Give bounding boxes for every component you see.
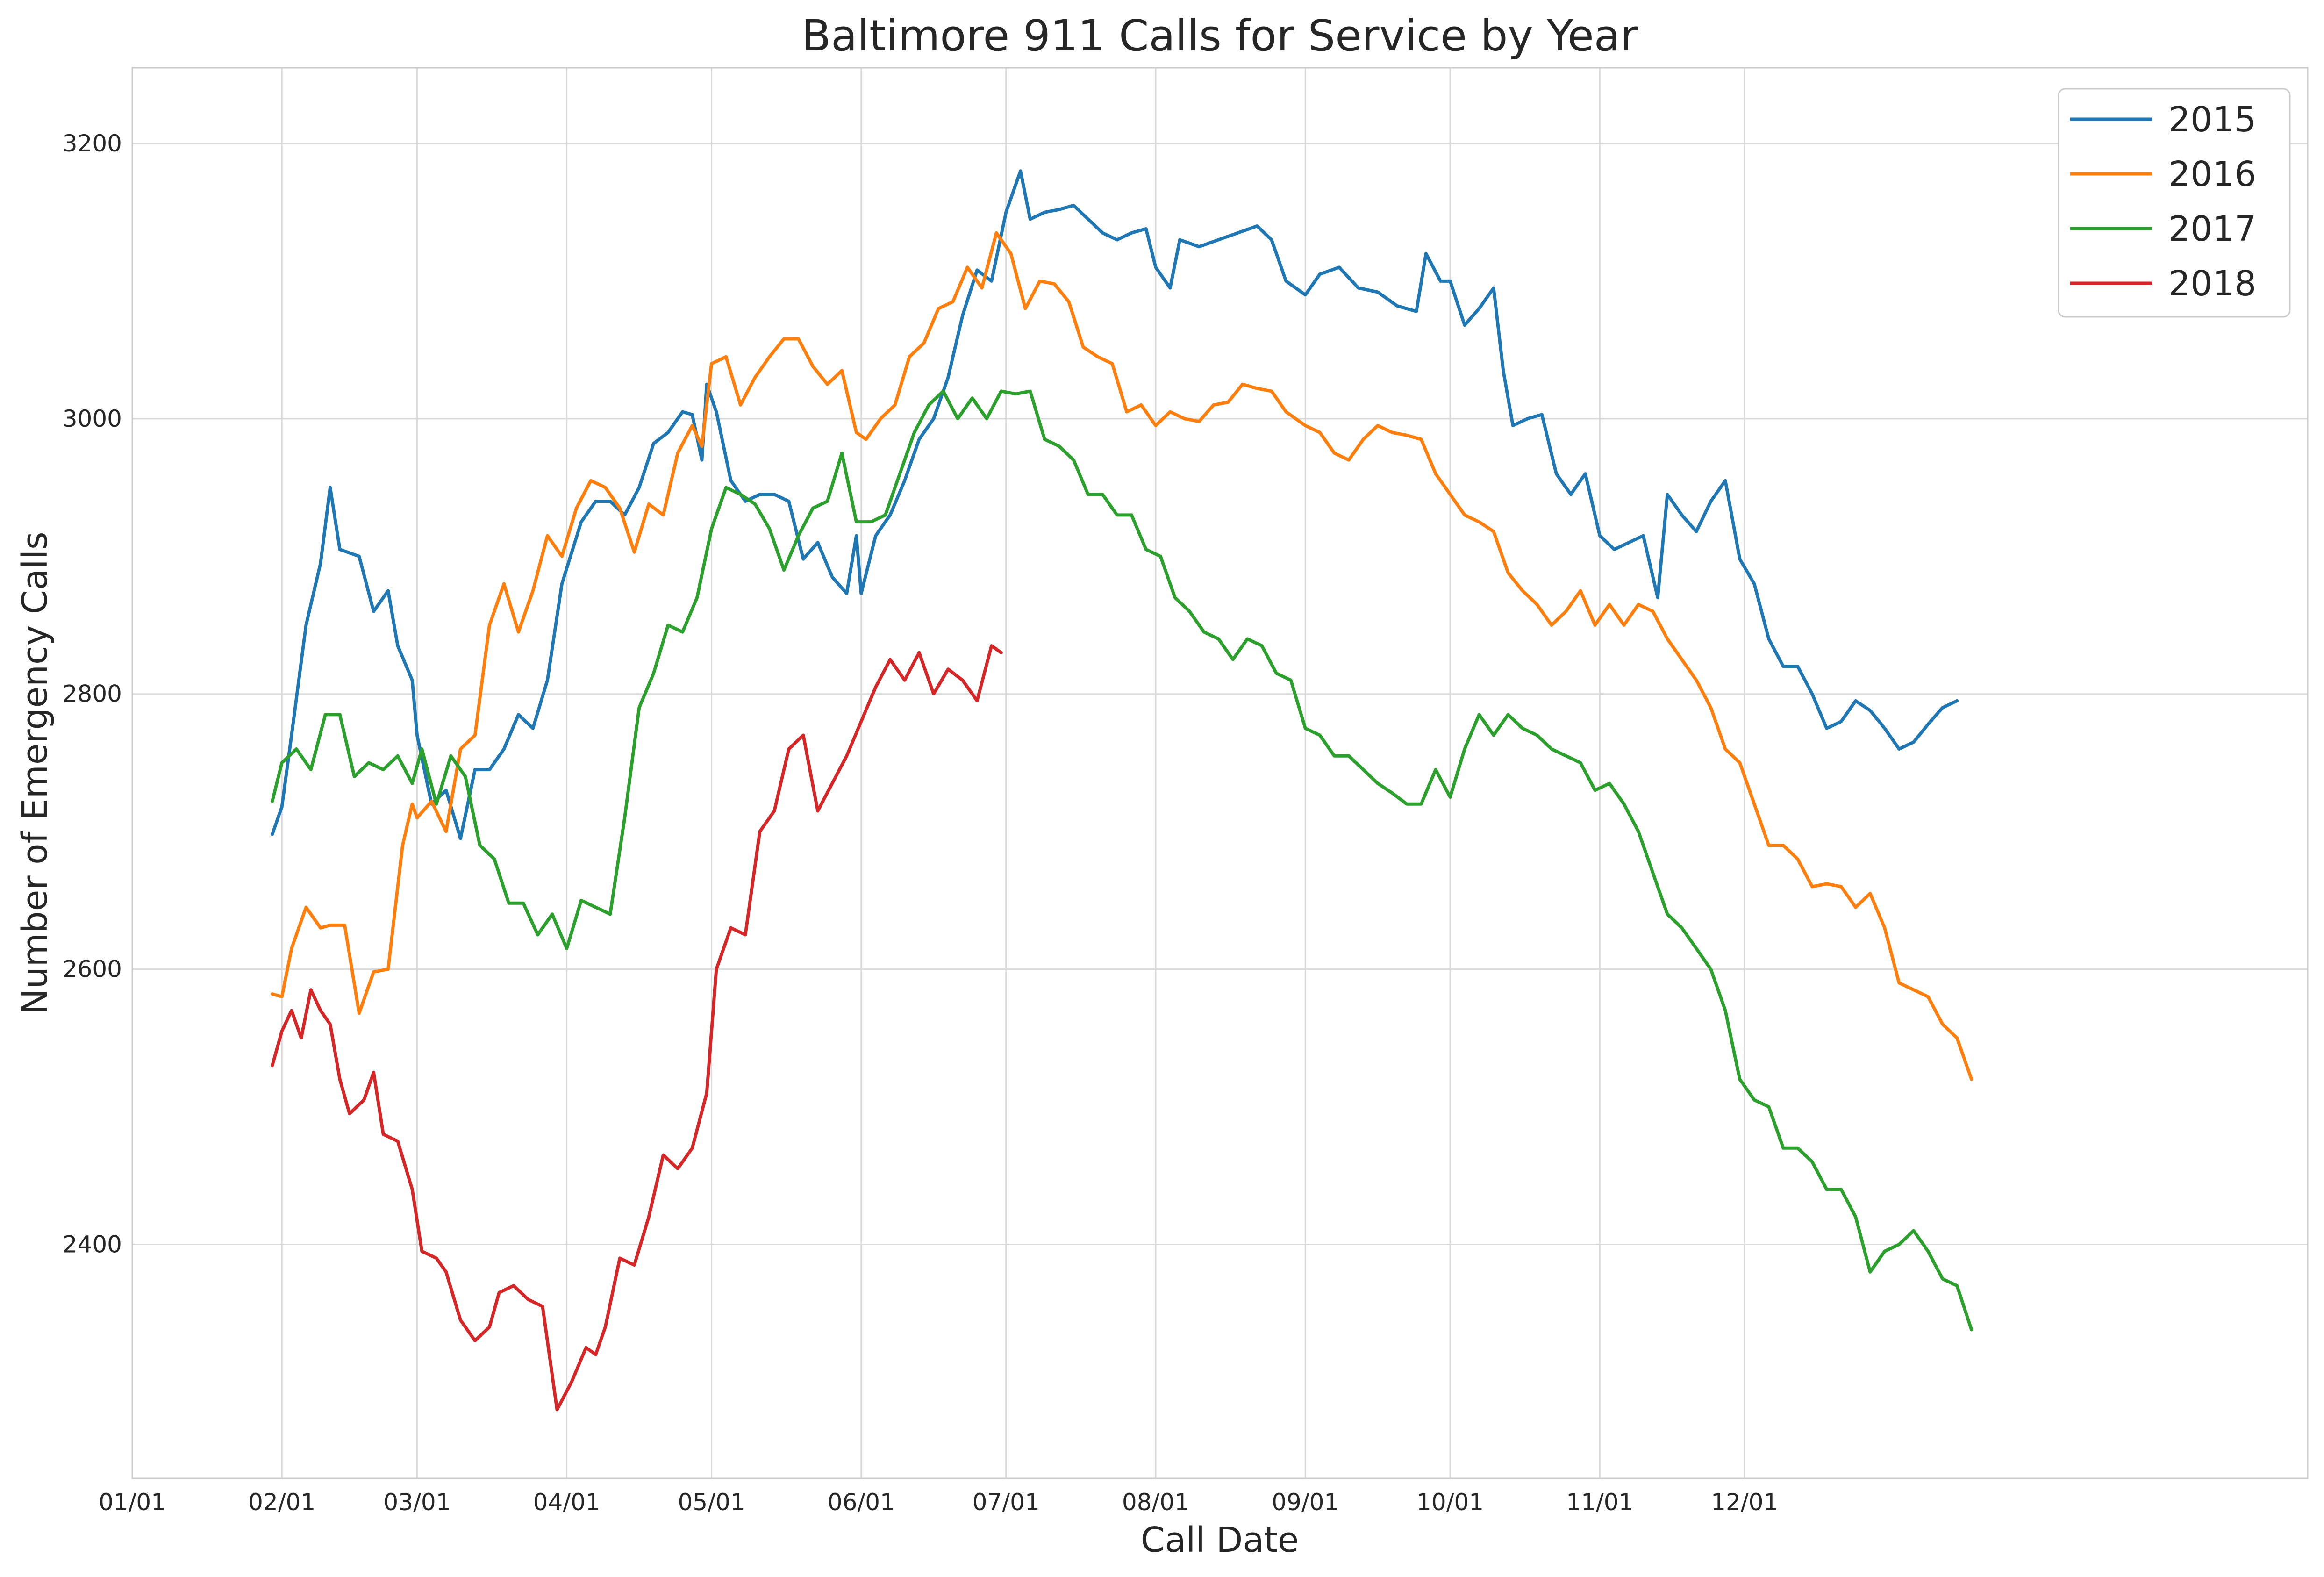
plot-frame <box>131 67 2309 1479</box>
series-line-2017 <box>271 389 1974 1332</box>
y-tick-label: 3200 <box>63 130 122 157</box>
plot-area <box>132 68 2308 1478</box>
x-tick-label: 02/01 <box>248 1489 315 1516</box>
y-tick-label: 3000 <box>63 405 122 432</box>
x-tick-label: 06/01 <box>828 1489 895 1516</box>
x-tick-label: 10/01 <box>1416 1489 1484 1516</box>
series-line-2018 <box>271 644 1003 1412</box>
series-lines <box>271 169 1974 1412</box>
x-tick-label: 01/01 <box>99 1489 166 1516</box>
y-axis-label: Number of Emergency Calls <box>15 531 55 1014</box>
x-axis-label: Call Date <box>1141 1520 1299 1560</box>
series-line-2015 <box>271 169 1959 840</box>
y-tick-label: 2400 <box>63 1231 122 1258</box>
y-gridlines <box>132 143 2308 1245</box>
x-tick-label: 09/01 <box>1272 1489 1339 1516</box>
y-tick-label: 2600 <box>63 956 122 983</box>
legend-label: 2018 <box>2168 264 2256 304</box>
series-line-2016 <box>271 231 1974 1081</box>
legend: 2015 2016 2017 2018 <box>2058 88 2291 318</box>
x-tick-label: 04/01 <box>533 1489 601 1516</box>
legend-box <box>2058 88 2291 318</box>
x-gridlines <box>131 68 1745 1478</box>
x-tick-label: 12/01 <box>1711 1489 1778 1516</box>
legend-label: 2016 <box>2168 154 2256 194</box>
y-tick-label: 2800 <box>63 681 122 708</box>
legend-label: 2015 <box>2168 100 2256 140</box>
legend-label: 2017 <box>2168 209 2256 249</box>
chart-title: Baltimore 911 Calls for Service by Year <box>801 11 1638 61</box>
x-tick-label: 11/01 <box>1566 1489 1633 1516</box>
x-tick-label: 05/01 <box>678 1489 745 1516</box>
x-tick-label: 03/01 <box>383 1489 450 1516</box>
x-tick-labels: 01/01 02/01 03/01 04/01 05/01 06/01 07/01 08/01… <box>99 1489 1778 1516</box>
x-tick-label: 07/01 <box>973 1489 1040 1516</box>
x-tick-label: 08/01 <box>1122 1489 1189 1516</box>
y-tick-labels: 2400 2600 2800 3000 3200 <box>63 130 122 1258</box>
